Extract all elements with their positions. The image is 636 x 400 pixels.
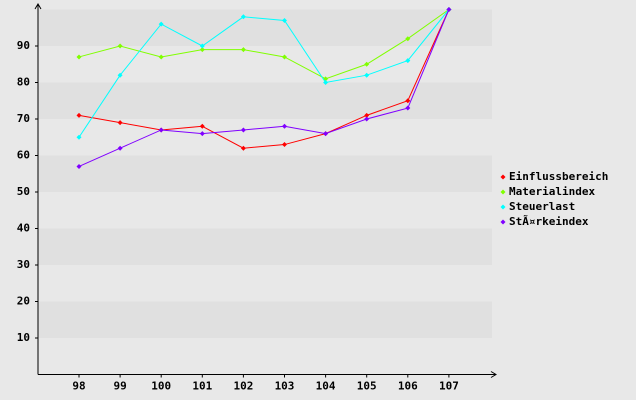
series-line (78, 9, 450, 167)
legend-label: Materialindex (509, 185, 595, 198)
x-tick-label: 101 (192, 380, 212, 393)
point-marker (199, 131, 205, 137)
grid-band (38, 265, 492, 302)
x-axis-arrow (490, 371, 497, 378)
point-marker (199, 47, 205, 53)
legend-marker (500, 174, 506, 180)
point-marker (405, 105, 411, 111)
series-line (78, 9, 450, 80)
legend-label: Einflussbereich (509, 170, 608, 183)
x-tick-label: 107 (439, 380, 459, 393)
grid-band (38, 228, 492, 265)
plot-bands (38, 9, 492, 375)
grid-band (38, 338, 492, 375)
point-marker (364, 116, 370, 122)
point-marker (158, 54, 164, 60)
grid-band (38, 192, 492, 229)
x-tick-label: 104 (316, 380, 336, 393)
point-marker (158, 21, 164, 27)
point-marker (199, 43, 205, 49)
point-marker (240, 47, 246, 53)
point-marker (282, 17, 287, 23)
grid-band (38, 155, 492, 192)
y-tick-label: 10 (17, 331, 30, 344)
x-tick-label: 100 (151, 380, 171, 393)
series-line (78, 9, 450, 149)
y-tick-label: 60 (17, 149, 30, 162)
x-tick-label: 106 (398, 380, 418, 393)
x-tick-label: 99 (113, 380, 126, 393)
point-marker (76, 112, 82, 118)
point-marker (364, 72, 370, 78)
point-marker (405, 98, 411, 104)
legend-label: Steuerlast (509, 200, 575, 213)
point-marker (405, 58, 411, 64)
legend-label: StÃ¤rkeindex (509, 215, 589, 228)
grid-band (38, 82, 492, 119)
y-tick-label: 80 (17, 76, 30, 89)
point-marker (282, 123, 287, 129)
point-marker (117, 120, 123, 126)
point-marker (240, 145, 246, 151)
y-tick-label: 70 (17, 112, 30, 125)
point-marker (240, 127, 246, 133)
point-marker (117, 145, 123, 151)
y-tick-label: 30 (17, 258, 30, 271)
point-marker (323, 131, 329, 137)
point-marker (282, 54, 287, 60)
point-marker (76, 54, 82, 60)
grid-band (38, 9, 492, 46)
point-marker (323, 80, 329, 85)
x-tick-label: 105 (357, 380, 377, 393)
grid-band (38, 119, 492, 156)
y-tick-label: 40 (17, 222, 30, 235)
point-marker (117, 43, 123, 49)
y-tick-label: 50 (17, 185, 30, 198)
x-tick-label: 103 (275, 380, 295, 393)
point-marker (364, 61, 370, 67)
point-marker (76, 134, 82, 140)
grid-band (38, 301, 492, 338)
point-marker (199, 123, 205, 129)
legend-marker (500, 204, 506, 210)
x-tick-label: 98 (72, 380, 85, 393)
x-tick-label: 102 (233, 380, 253, 393)
point-marker (158, 127, 164, 133)
point-marker (282, 142, 287, 148)
point-marker (364, 112, 370, 118)
y-axis-arrow (34, 3, 42, 10)
point-marker (240, 14, 246, 20)
point-marker (446, 7, 452, 12)
point-marker (76, 163, 82, 169)
grid-band (38, 46, 492, 83)
point-marker (405, 36, 411, 42)
series-line (78, 9, 450, 138)
y-tick-label: 20 (17, 295, 30, 308)
legend-marker (500, 189, 506, 195)
point-marker (117, 72, 123, 78)
legend-marker (500, 219, 506, 225)
y-tick-label: 90 (17, 39, 30, 52)
